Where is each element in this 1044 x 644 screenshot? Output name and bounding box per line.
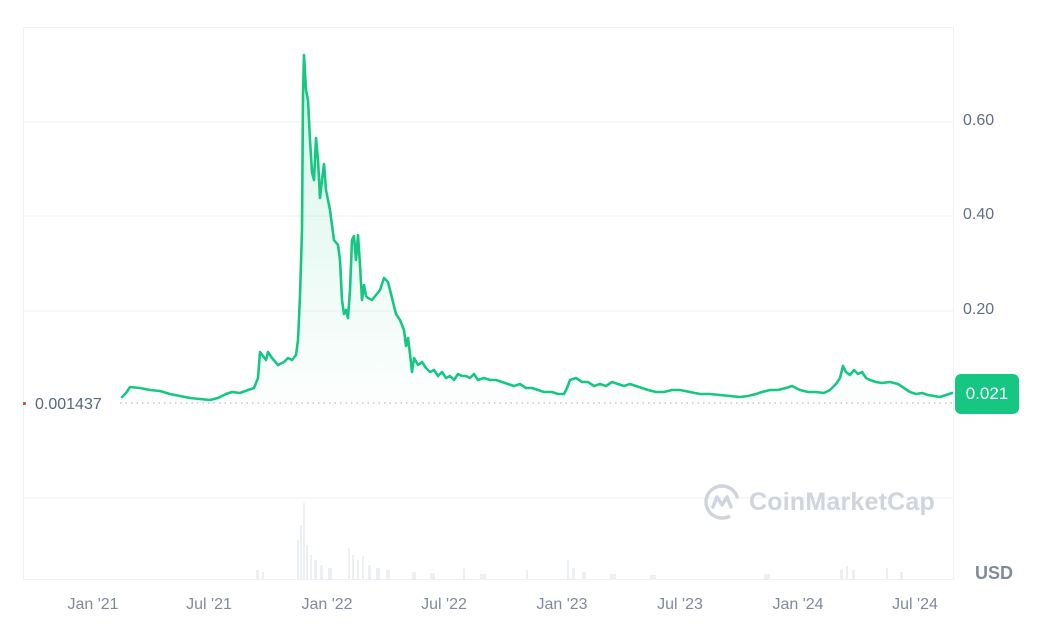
current-price-badge: 0.021	[955, 374, 1019, 414]
price-line	[120, 53, 954, 402]
baseline-price-label: 0.001437	[35, 396, 102, 413]
coinmarketcap-watermark: CoinMarketCap	[703, 483, 935, 521]
price-area-fill	[122, 55, 952, 403]
y-tick-0-40: 0.40	[963, 206, 995, 223]
x-tick-jul-22: Jul '22	[421, 596, 467, 613]
coinmarketcap-logo-icon	[704, 484, 740, 520]
gridlines	[23, 121, 954, 499]
currency-label[interactable]: USD	[975, 563, 1014, 583]
x-tick-jan-21: Jan '21	[67, 596, 119, 613]
x-tick-jan-23: Jan '23	[536, 596, 588, 613]
y-tick-0-20: 0.20	[963, 301, 995, 318]
x-tick-jan-22: Jan '22	[301, 596, 353, 613]
x-tick-jul-23: Jul '23	[657, 596, 703, 613]
x-tick-jul-24: Jul '24	[892, 596, 938, 613]
chart-frame	[23, 27, 954, 580]
volume-histogram	[256, 503, 903, 580]
baseline-marker	[23, 402, 26, 405]
y-tick-0-60: 0.60	[963, 112, 995, 129]
x-tick-jul-21: Jul '21	[186, 596, 232, 613]
x-tick-jan-24: Jan '24	[772, 596, 824, 613]
watermark-text: CoinMarketCap	[749, 487, 935, 516]
